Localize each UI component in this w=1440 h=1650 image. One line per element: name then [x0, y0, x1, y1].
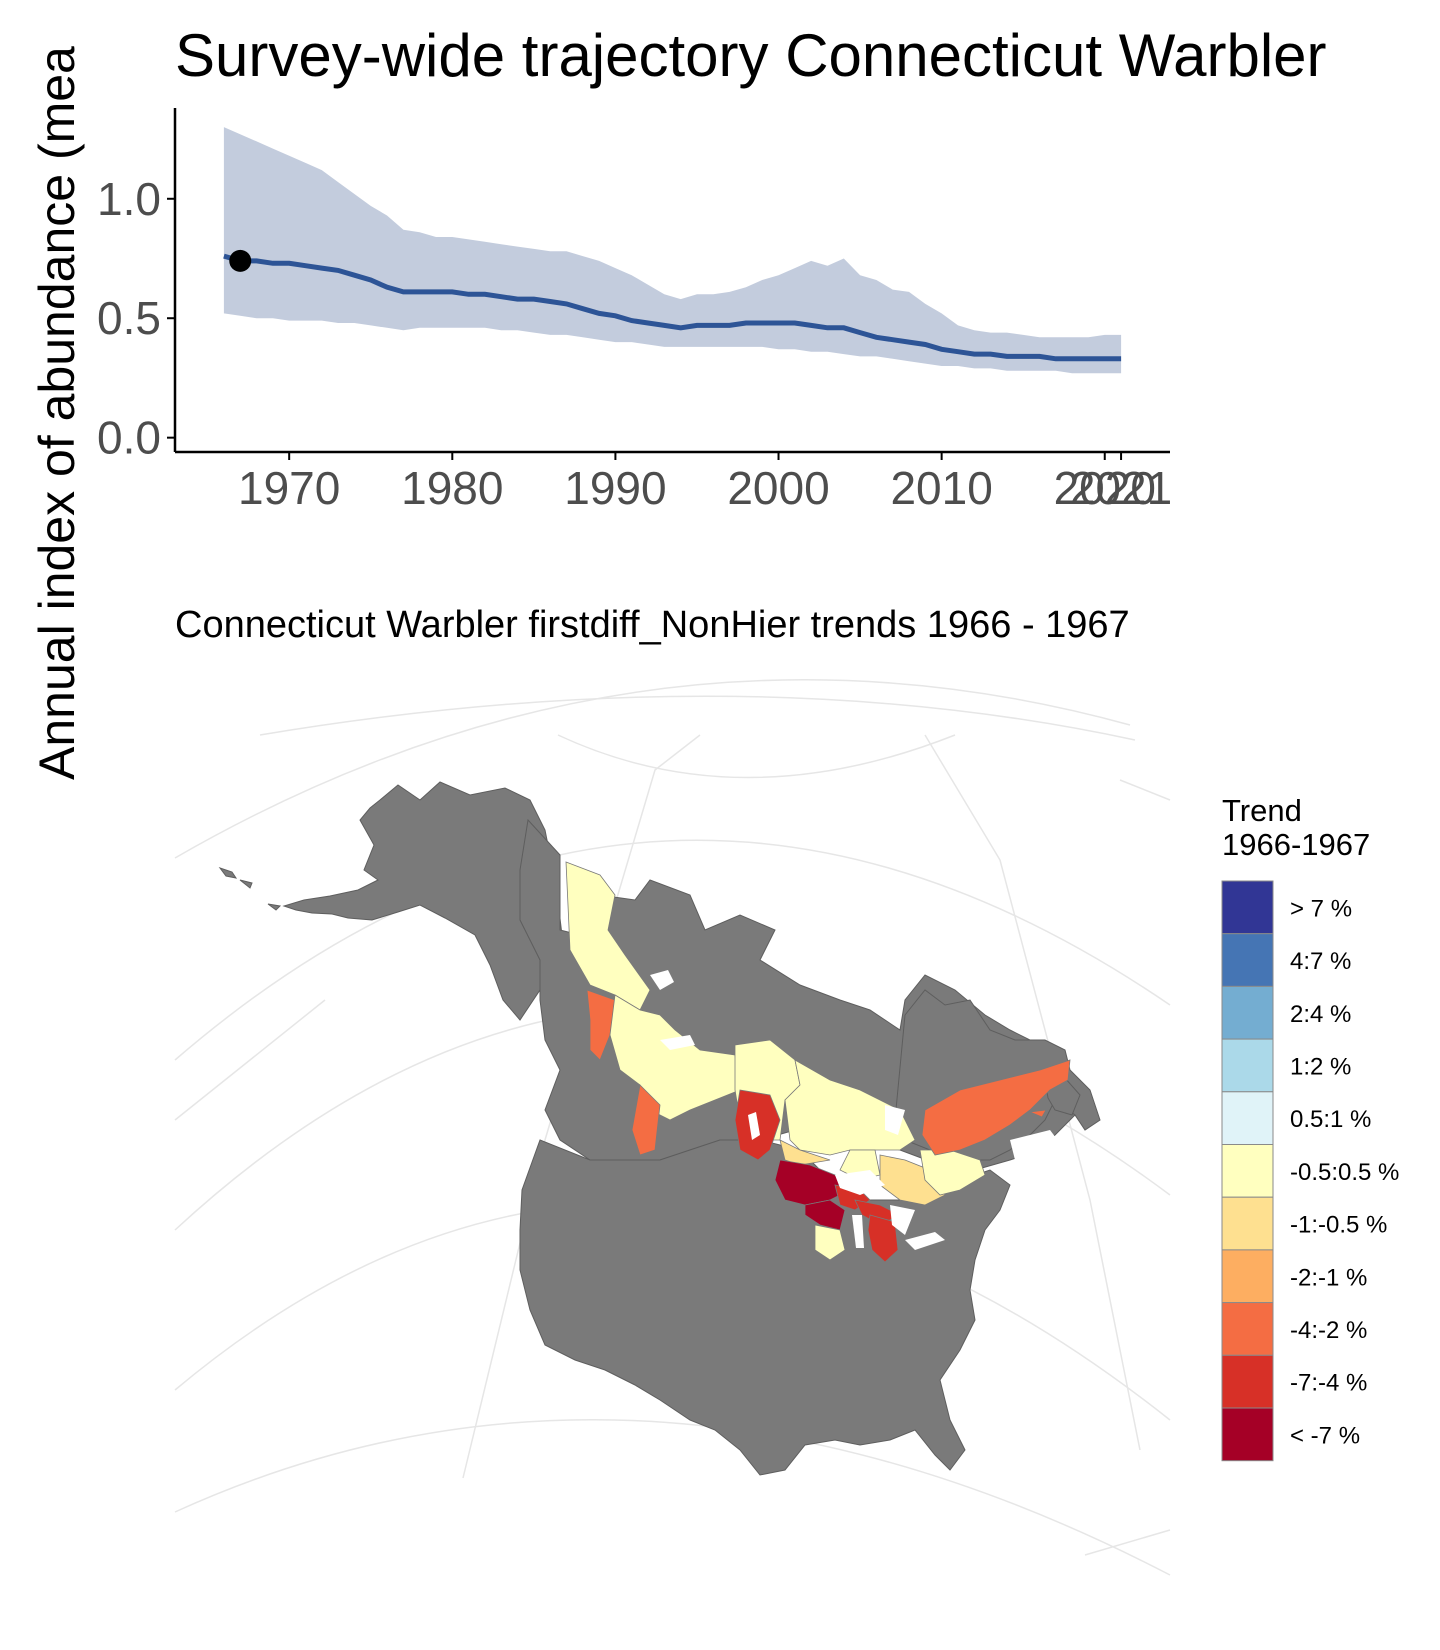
- stratum-wisconsin-south: [814, 1224, 846, 1261]
- legend-title: Trend 1966-1967: [1222, 794, 1370, 862]
- legend-label: -0.5:0.5 %: [1290, 1159, 1399, 1186]
- lakes: [650, 970, 1065, 1250]
- stratum-michigan-upper: [854, 1199, 901, 1226]
- stratum-quebec-south: [919, 1149, 986, 1196]
- legend-label: -2:-1 %: [1290, 1264, 1367, 1291]
- stratum-quebec-north: [921, 1059, 1071, 1156]
- lake-huron: [890, 1205, 915, 1235]
- legend-label: -7:-4 %: [1290, 1370, 1367, 1397]
- x-tick-label: 2021: [1070, 462, 1172, 514]
- legend-key: [1221, 1354, 1274, 1409]
- lake-winnipeg: [748, 1112, 760, 1140]
- y-tick-label: 0.5: [97, 292, 161, 344]
- legend-key: [1221, 1091, 1274, 1146]
- legend-label: > 7 %: [1290, 895, 1352, 922]
- x-tick-label: 1980: [401, 462, 503, 514]
- legend-label: 2:4 %: [1290, 1001, 1351, 1028]
- lake-superior: [835, 1170, 885, 1195]
- legend-key: [1221, 1249, 1274, 1304]
- stratum-yukon-nwt: [565, 861, 651, 1011]
- lake-erie-ontario: [905, 1232, 945, 1250]
- lake-michigan: [852, 1215, 864, 1248]
- x-tick-label: 1970: [238, 462, 340, 514]
- alaska-region: [282, 781, 563, 1021]
- legend-key: [1221, 933, 1274, 987]
- stratum-alberta-south: [631, 1084, 661, 1156]
- x-tick-label: 1990: [564, 462, 666, 514]
- legend-label: < -7 %: [1290, 1422, 1360, 1449]
- y-axis-ticks: 0.0 0.5 1.0: [97, 173, 175, 464]
- legend-key: [1221, 985, 1274, 1040]
- legend-label: -1:-0.5 %: [1290, 1212, 1387, 1239]
- legend-key: [1221, 1196, 1274, 1251]
- james-bay: [885, 1105, 905, 1135]
- stratum-ontario-central: [779, 1139, 831, 1166]
- stratum-anticosti: [1028, 1109, 1047, 1118]
- legend-label: 1:2 %: [1290, 1053, 1351, 1080]
- legend-label: 4:7 %: [1290, 948, 1351, 975]
- x-tick-label: 2000: [727, 462, 829, 514]
- legend-title-line-2: 1966-1967: [1222, 827, 1371, 862]
- legend-key: [1221, 1302, 1274, 1356]
- legend-key: [1221, 1407, 1274, 1462]
- legend-key: [1221, 1144, 1274, 1198]
- stratum-ontario-east: [879, 1154, 946, 1206]
- legend-key: [1221, 1038, 1274, 1093]
- y-tick-label: 1.0: [97, 173, 161, 225]
- trend-strata: [565, 861, 1071, 1263]
- x-tick-label: 2020: [1054, 462, 1156, 514]
- great-bear-lake: [650, 970, 674, 990]
- highlight-point: [229, 249, 252, 272]
- legend-label: 0.5:1 %: [1290, 1106, 1371, 1133]
- chart-title: Survey-wide trajectory Connecticut Warbl…: [175, 22, 1327, 89]
- legend-title-line-1: Trend: [1222, 793, 1302, 828]
- x-tick-label: 2010: [890, 462, 992, 514]
- trend-line: [223, 253, 1122, 362]
- gulf-st-lawrence: [1010, 1130, 1065, 1165]
- legend-label: -4:-2 %: [1290, 1317, 1367, 1344]
- map-subtitle: Connecticut Warbler firstdiff_NonHier tr…: [175, 604, 1130, 646]
- trend-legend: > 7 % 4:7 % 2:4 % 1:2 % 0.5:1 % -0.5:0.5 % -1:…: [1221, 880, 1399, 1462]
- aleutian-islands: [218, 867, 282, 911]
- y-tick-label: 0.0: [97, 412, 161, 464]
- great-slave-lake: [660, 1035, 695, 1050]
- legend-key: [1221, 880, 1274, 935]
- map-panel: [174, 679, 1171, 1576]
- y-axis-label: Annual index of abundance (mea: [29, 46, 85, 780]
- credible-interval-ribbon: [223, 127, 1122, 374]
